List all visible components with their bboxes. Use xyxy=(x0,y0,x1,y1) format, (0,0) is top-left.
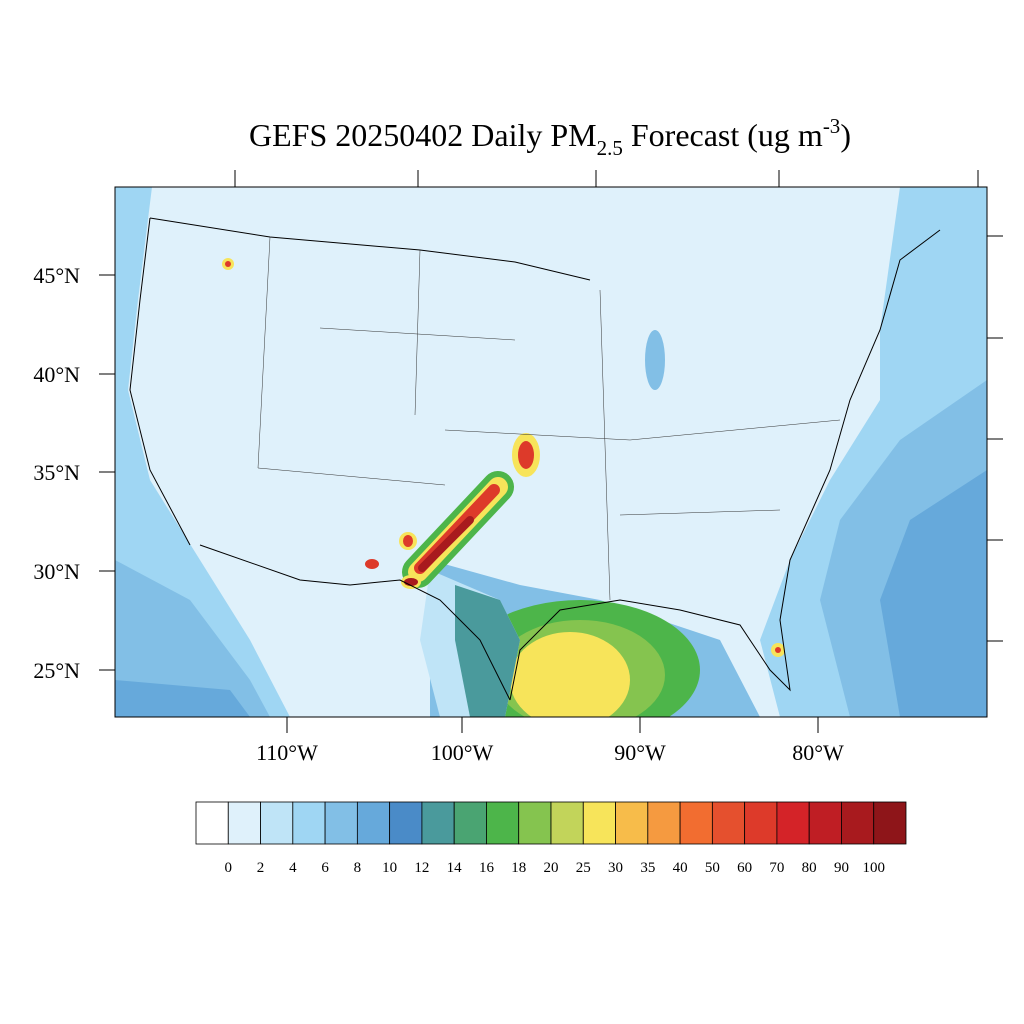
colorbar-box xyxy=(518,801,552,845)
lon-label: 110°W xyxy=(256,740,318,765)
colorbar: 0 2 4 6 8 10 12 14 16 18 20 25 30 35 40 50 60 70 80 90 100 xyxy=(195,801,907,876)
colorbar-box xyxy=(841,801,875,845)
colorbar-box xyxy=(486,801,520,845)
colorbar-label: 16 xyxy=(479,860,495,876)
colorbar-box xyxy=(679,801,713,845)
colorbar-label: 70 xyxy=(769,860,784,876)
title-mid: Forecast (ug m xyxy=(623,117,823,153)
lon-label: 80°W xyxy=(792,740,844,765)
colorbar-label: 20 xyxy=(544,860,559,876)
colorbar-label: 100 xyxy=(862,860,885,876)
lat-label: 30°N xyxy=(33,559,80,584)
colorbar-label: 50 xyxy=(705,860,720,876)
colorbar-label: 18 xyxy=(511,860,526,876)
colorbar-label: 4 xyxy=(289,860,297,876)
colorbar-box xyxy=(389,801,423,845)
colorbar-label: 6 xyxy=(321,860,329,876)
colorbar-label: 90 xyxy=(834,860,849,876)
colorbar-label: 14 xyxy=(447,860,463,876)
colorbar-label: 8 xyxy=(354,860,362,876)
colorbar-label: 12 xyxy=(414,860,429,876)
lat-label: 25°N xyxy=(33,658,80,683)
lat-label: 35°N xyxy=(33,460,80,485)
lon-label: 90°W xyxy=(614,740,666,765)
colorbar-box xyxy=(615,801,649,845)
colorbar-label: 25 xyxy=(576,860,591,876)
lat-label: 40°N xyxy=(33,362,80,387)
colorbar-box xyxy=(550,801,584,845)
colorbar-box xyxy=(195,801,229,845)
colorbar-box xyxy=(292,801,326,845)
map xyxy=(115,187,987,717)
colorbar-box xyxy=(744,801,778,845)
colorbar-box xyxy=(776,801,810,845)
colorbar-label: 0 xyxy=(225,860,233,876)
map-frame xyxy=(114,186,988,718)
title-sub: 2.5 xyxy=(597,136,623,160)
colorbar-label: 40 xyxy=(673,860,688,876)
colorbar-box xyxy=(356,801,391,845)
lon-label: 100°W xyxy=(431,740,494,765)
colorbar-box xyxy=(260,801,294,845)
colorbar-box xyxy=(421,801,455,845)
colorbar-label: 10 xyxy=(382,860,397,876)
colorbar-label: 2 xyxy=(257,860,265,876)
colorbar-box xyxy=(453,801,487,845)
colorbar-box xyxy=(324,801,358,845)
title-sup: -3 xyxy=(823,114,841,138)
lat-label: 45°N xyxy=(33,263,80,288)
ticks xyxy=(99,170,1003,733)
colorbar-label: 80 xyxy=(802,860,817,876)
title-end: ) xyxy=(840,117,851,153)
colorbar-box xyxy=(711,801,746,845)
title: GEFS 20250402 Daily PM2.5 Forecast (ug m… xyxy=(249,114,851,160)
colorbar-label: 35 xyxy=(640,860,655,876)
colorbar-box xyxy=(647,801,681,845)
title-main: GEFS 20250402 Daily PM xyxy=(249,117,597,153)
colorbar-box xyxy=(227,801,261,845)
colorbar-label: 30 xyxy=(608,860,623,876)
colorbar-label: 60 xyxy=(737,860,752,876)
colorbar-box xyxy=(873,801,907,845)
colorbar-box xyxy=(582,801,616,845)
colorbar-box xyxy=(808,801,842,845)
